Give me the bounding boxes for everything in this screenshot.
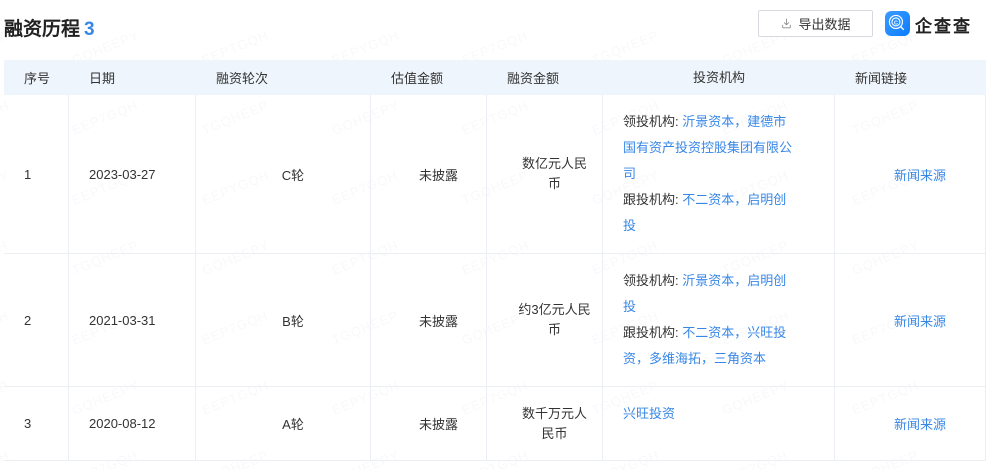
svg-text:C: C xyxy=(894,20,898,26)
